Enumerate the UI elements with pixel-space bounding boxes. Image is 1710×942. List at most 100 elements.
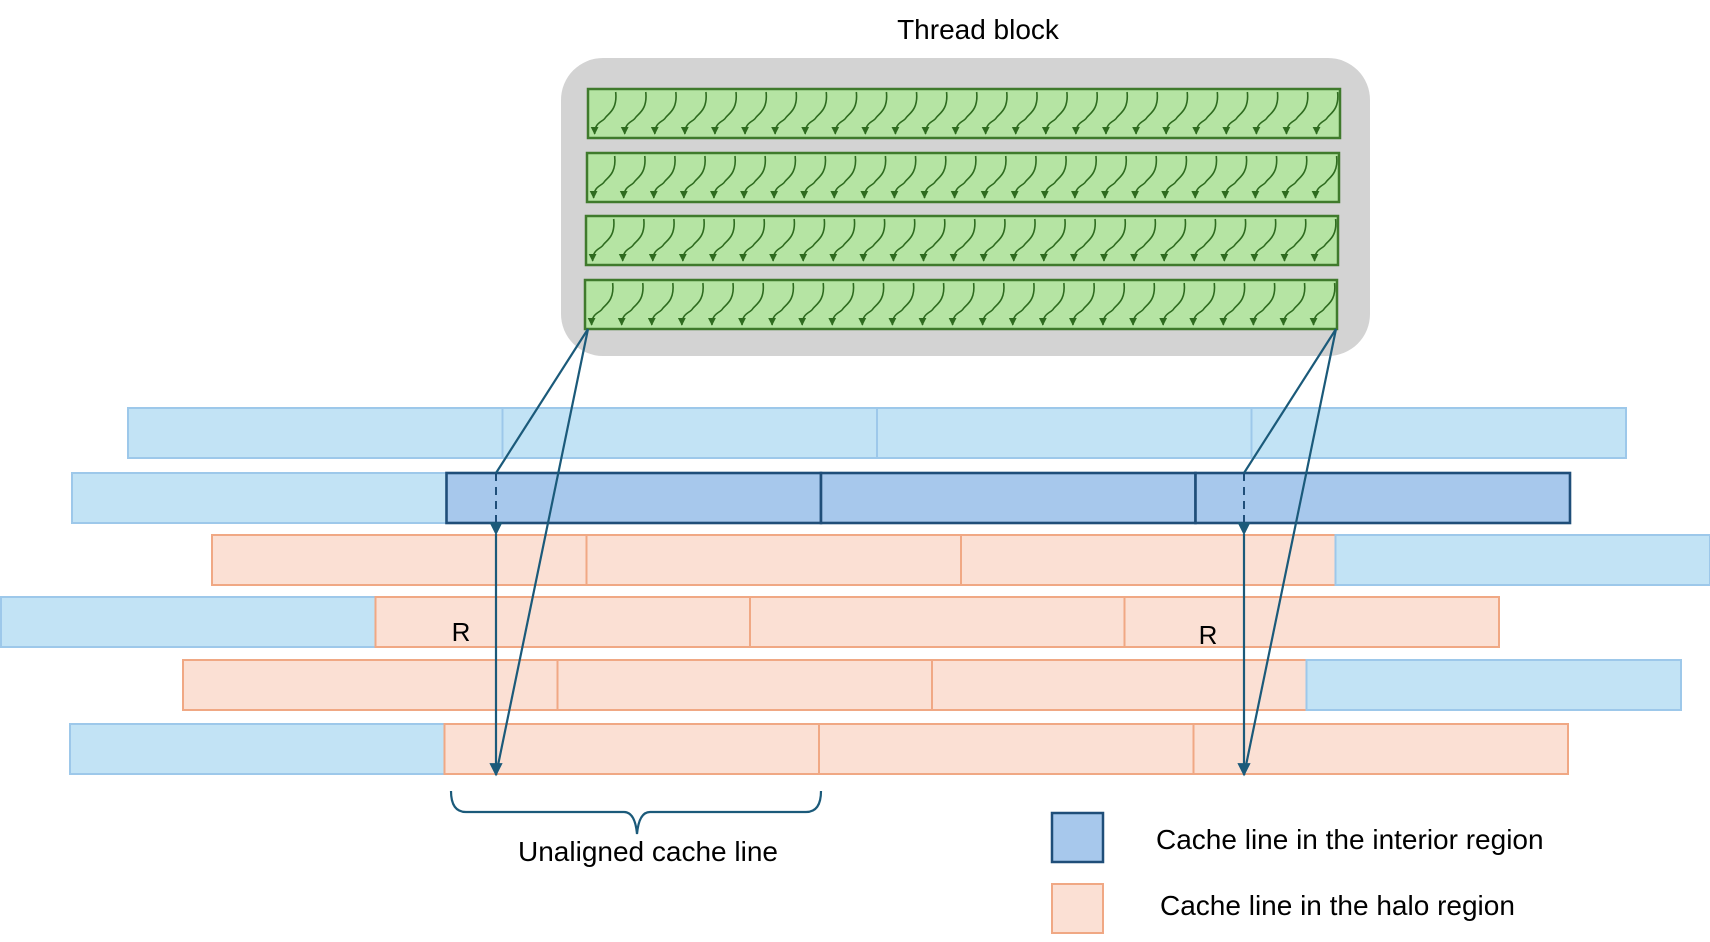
thread-arrow <box>619 155 646 199</box>
thread-block-title: Thread block <box>897 14 1060 45</box>
cache-line-halo <box>1192 723 1569 775</box>
legend-label-halo: Cache line in the halo region <box>1160 890 1515 921</box>
warp <box>586 87 1342 140</box>
thread-arrow <box>980 155 1007 199</box>
thread-arrow <box>920 155 947 199</box>
warps <box>583 87 1342 331</box>
thread-arrow <box>709 155 737 199</box>
warp <box>584 214 1340 267</box>
thread-arrow <box>1009 218 1036 262</box>
thread-arrow <box>979 218 1006 262</box>
thread-arrow <box>769 218 796 262</box>
thread-arrow <box>1221 155 1248 199</box>
thread-arrow <box>1162 91 1189 135</box>
thread-arrow <box>590 91 617 135</box>
cache-line-halo <box>818 723 1195 775</box>
mapping-line-right-top <box>1243 328 1337 474</box>
thread-arrow <box>1008 282 1035 326</box>
thread-arrow <box>739 218 766 262</box>
thread-arrow <box>830 155 857 199</box>
thread-arrow <box>1101 91 1129 135</box>
thread-arrow <box>1041 91 1068 135</box>
cache-line <box>1250 407 1627 459</box>
thread-arrow <box>1252 91 1279 135</box>
thread-arrow <box>1279 282 1306 326</box>
thread-arrow <box>890 155 917 199</box>
unaligned-cache-line-brace <box>449 790 823 835</box>
cache-line <box>127 407 504 459</box>
thread-arrow <box>771 91 798 135</box>
mapping-line-left-top <box>495 328 589 474</box>
thread-arrow <box>1192 91 1219 135</box>
thread-arrow <box>981 91 1008 135</box>
thread-arrow <box>1161 155 1188 199</box>
cache-line-row <box>127 407 1627 459</box>
thread-arrow <box>948 282 975 326</box>
thread-arrow <box>798 282 825 326</box>
thread-arrow <box>1160 218 1187 262</box>
cache-line-row <box>211 534 1710 586</box>
cache-line-halo <box>749 596 1126 648</box>
thread-arrow <box>679 155 706 199</box>
thread-arrow <box>588 218 615 262</box>
cache-line-row <box>182 659 1682 711</box>
thread-arrow <box>770 155 797 199</box>
cache-line <box>501 407 878 459</box>
cache-line <box>1305 659 1682 711</box>
thread-arrow <box>1099 218 1127 262</box>
cache-line-rows <box>0 407 1710 775</box>
thread-arrow <box>648 218 675 262</box>
radius-label-right: R <box>1199 620 1218 650</box>
thread-arrow <box>1312 91 1339 135</box>
mapping-lines <box>494 328 1338 776</box>
cache-line-halo <box>1123 596 1500 648</box>
cache-line-interior <box>1194 471 1572 525</box>
cache-line-halo <box>585 534 962 586</box>
cache-line-halo <box>931 659 1308 711</box>
radius-label-left: R <box>452 617 471 647</box>
thread-arrow <box>1159 282 1186 326</box>
thread-arrow <box>618 218 645 262</box>
thread-arrow <box>587 282 614 326</box>
cache-line-halo <box>211 534 588 586</box>
thread-arrow <box>617 282 644 326</box>
thread-arrow <box>800 155 827 199</box>
thread-arrow <box>677 282 704 326</box>
thread-arrow <box>1100 155 1128 199</box>
thread-arrow <box>710 91 738 135</box>
thread-arrow <box>1070 155 1097 199</box>
thread-arrow <box>1249 282 1276 326</box>
thread-arrow <box>1130 218 1157 262</box>
thread-arrow <box>888 282 915 326</box>
thread-arrow <box>829 218 856 262</box>
cache-line-row <box>71 471 1572 525</box>
legend-label-interior: Cache line in the interior region <box>1156 824 1544 855</box>
thread-arrow <box>1129 282 1156 326</box>
thread-arrow <box>1011 91 1038 135</box>
thread-arrow <box>949 218 976 262</box>
thread-arrow <box>680 91 707 135</box>
thread-arrow <box>1222 91 1249 135</box>
cache-line <box>1334 534 1710 586</box>
thread-arrow <box>741 91 768 135</box>
thread-arrow <box>978 282 1005 326</box>
thread-arrow <box>1190 218 1217 262</box>
thread-arrow <box>738 282 765 326</box>
warp <box>583 278 1339 331</box>
thread-arrow <box>768 282 795 326</box>
thread-arrow <box>1219 282 1246 326</box>
thread-arrow <box>678 218 705 262</box>
cache-line <box>69 723 446 775</box>
thread-arrow <box>858 282 885 326</box>
thread-arrow <box>620 91 647 135</box>
cache-line-row <box>69 723 1569 775</box>
legend-swatch-interior <box>1050 811 1105 864</box>
thread-arrow <box>828 282 855 326</box>
thread-arrow <box>649 155 676 199</box>
unaligned-cache-line-label: Unaligned cache line <box>518 836 778 867</box>
cache-line-halo <box>556 659 933 711</box>
thread-arrow <box>859 218 886 262</box>
thread-arrow <box>708 218 736 262</box>
cache-line-halo <box>960 534 1337 586</box>
thread-arrow <box>860 155 887 199</box>
